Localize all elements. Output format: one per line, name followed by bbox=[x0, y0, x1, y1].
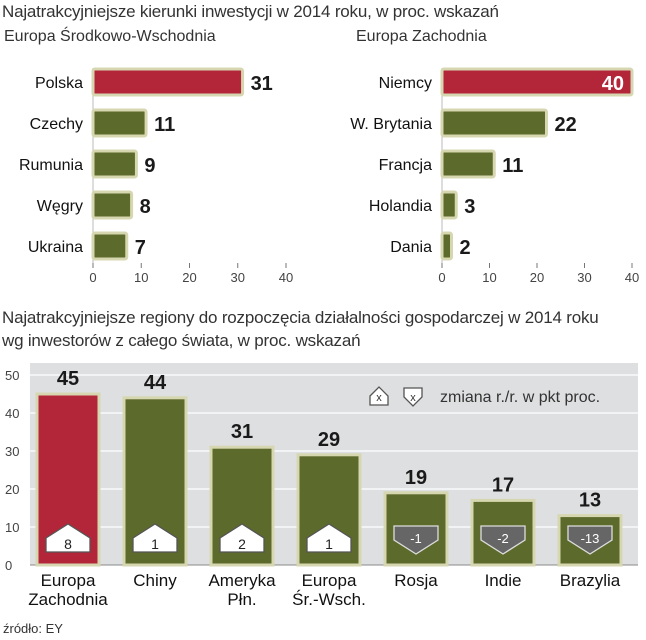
regions-category-label: Chiny bbox=[133, 571, 177, 590]
we-chart-subtitle: Europa Zachodnia bbox=[356, 28, 487, 45]
regions-tick-label: 30 bbox=[5, 444, 19, 459]
legend-symbol-label: x bbox=[410, 392, 416, 404]
cee-value-label: 8 bbox=[140, 196, 151, 218]
we-tick-label: 30 bbox=[577, 270, 591, 285]
we-bar bbox=[440, 108, 548, 138]
we-category-label: Niemcy bbox=[379, 75, 432, 92]
regions-value-label: 31 bbox=[231, 421, 253, 443]
regions-value-label: 29 bbox=[318, 429, 340, 451]
cee-value-label: 11 bbox=[154, 114, 175, 136]
cee-category-label: Rumunia bbox=[19, 157, 83, 174]
regions-tick-label: 50 bbox=[5, 368, 19, 383]
we-value-label: 11 bbox=[502, 155, 523, 177]
we-tick-label: 0 bbox=[438, 270, 445, 285]
regions-value-label: 13 bbox=[579, 490, 601, 512]
we-bar bbox=[440, 67, 634, 97]
cee-category-label: Czechy bbox=[30, 116, 83, 133]
we-value-label: 22 bbox=[555, 114, 577, 136]
change-up-arrow-icon bbox=[132, 523, 178, 553]
regions-tick-label: 20 bbox=[5, 482, 19, 497]
source-note: źródło: EY bbox=[3, 621, 63, 636]
regions-value-label: 17 bbox=[492, 474, 514, 496]
regions-tick-label: 0 bbox=[5, 558, 12, 573]
legend-down-arrow-icon: x bbox=[403, 387, 423, 407]
cee-tick-label: 30 bbox=[231, 270, 245, 285]
we-category-label: Francja bbox=[379, 157, 432, 174]
change-down-arrow-icon bbox=[567, 525, 613, 555]
change-value-label: 1 bbox=[151, 536, 159, 552]
we-bar bbox=[440, 149, 496, 179]
we-tick-label: 10 bbox=[482, 270, 496, 285]
change-value-label: -2 bbox=[497, 531, 509, 546]
legend-symbol-label: x bbox=[376, 392, 382, 404]
regions-category-label: Płn. bbox=[227, 590, 256, 609]
regions-category-label: Europa bbox=[302, 571, 357, 590]
regions-category-label: Rosja bbox=[394, 571, 438, 590]
we-bar bbox=[440, 190, 458, 220]
change-up-arrow-icon bbox=[45, 523, 91, 553]
regions-tick-label: 10 bbox=[5, 520, 19, 535]
change-value-label: -1 bbox=[410, 531, 422, 546]
regions-tick-label: 40 bbox=[5, 406, 19, 421]
change-value-label: 1 bbox=[325, 536, 333, 552]
we-value-label: 3 bbox=[464, 196, 475, 218]
change-value-label: 2 bbox=[238, 536, 246, 552]
cee-tick-label: 10 bbox=[134, 270, 148, 285]
change-up-arrow-icon bbox=[306, 523, 352, 553]
we-bar bbox=[440, 231, 453, 261]
cee-bar bbox=[91, 149, 138, 179]
cee-chart-subtitle: Europa Środkowo-Wschodnia bbox=[4, 28, 216, 45]
cee-tick-label: 0 bbox=[89, 270, 96, 285]
top-chart-title: Najatrakcyjniejsze kierunki inwestycji w… bbox=[2, 2, 499, 21]
cee-bar bbox=[91, 190, 134, 220]
we-tick-label: 40 bbox=[625, 270, 639, 285]
cee-value-label: 9 bbox=[144, 155, 155, 177]
change-up-arrow-icon bbox=[219, 523, 265, 553]
legend-label: zmiana r./r. w pkt proc. bbox=[440, 389, 600, 406]
regions-category-label: Zachodnia bbox=[28, 590, 108, 609]
bottom-chart-title-line2: wg inwestorów z całego świata, w proc. w… bbox=[2, 331, 361, 350]
we-category-label: Holandia bbox=[369, 198, 432, 215]
cee-value-label: 7 bbox=[135, 237, 146, 259]
regions-value-label: 45 bbox=[57, 368, 79, 390]
cee-value-label: 31 bbox=[251, 73, 273, 95]
cee-category-label: Węgry bbox=[37, 198, 83, 215]
we-value-label: 2 bbox=[460, 237, 471, 259]
bottom-chart-title-line1: Najatrakcyjniejsze regiony do rozpoczęci… bbox=[2, 308, 599, 327]
cee-category-label: Ukraina bbox=[28, 239, 83, 256]
cee-bar bbox=[91, 231, 129, 261]
legend-up-arrow-icon: x bbox=[369, 386, 389, 406]
cee-category-label: Polska bbox=[35, 75, 83, 92]
cee-bar bbox=[91, 108, 148, 138]
we-category-label: Dania bbox=[390, 239, 432, 256]
cee-bar bbox=[91, 67, 245, 97]
we-tick-label: 20 bbox=[530, 270, 544, 285]
we-value-label: 40 bbox=[602, 73, 624, 95]
regions-category-label: Ameryka bbox=[208, 571, 276, 590]
regions-category-label: Europa bbox=[41, 571, 96, 590]
regions-value-label: 44 bbox=[144, 372, 167, 394]
cee-tick-label: 20 bbox=[182, 270, 196, 285]
regions-category-label: Indie bbox=[485, 571, 522, 590]
change-down-arrow-icon bbox=[393, 525, 439, 555]
change-value-label: 8 bbox=[64, 536, 72, 552]
cee-tick-label: 40 bbox=[279, 270, 293, 285]
change-value-label: -13 bbox=[581, 531, 600, 546]
regions-category-label: Brazylia bbox=[560, 571, 621, 590]
regions-category-label: Śr.-Wsch. bbox=[292, 590, 366, 609]
regions-value-label: 19 bbox=[405, 467, 427, 489]
we-category-label: W. Brytania bbox=[350, 116, 432, 133]
change-down-arrow-icon bbox=[480, 525, 526, 555]
